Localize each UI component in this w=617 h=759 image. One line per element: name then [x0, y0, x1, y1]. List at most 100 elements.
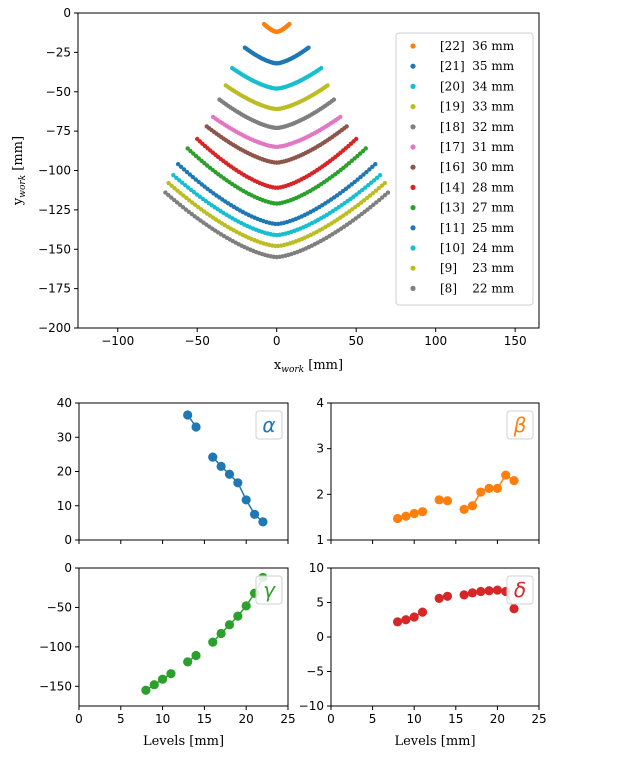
gamma-series-line: [145, 673, 172, 691]
alpha-point: [249, 509, 260, 519]
beta-panel-frame: [330, 402, 540, 541]
scatter-point: [361, 172, 366, 177]
beta-point: [409, 508, 419, 519]
scatter-point: [338, 114, 343, 120]
scatter-point: [366, 182, 371, 188]
beta-point: [459, 504, 469, 515]
main-xtick-label: 50: [349, 334, 364, 348]
alpha-panel-ytick-label: 20: [57, 465, 72, 479]
beta-point: [392, 513, 403, 524]
gamma-panel-xtick-label: 10: [155, 712, 170, 726]
scatter-point: [178, 190, 183, 196]
beta-point: [501, 470, 511, 480]
gamma-point: [158, 674, 168, 684]
legend-marker: [410, 205, 416, 211]
scatter-point: [349, 182, 354, 187]
gamma-panel-frame: [78, 567, 289, 707]
series-level-20: [229, 65, 324, 91]
delta-point: [434, 593, 444, 603]
delta-panel-ytick-label: 5: [316, 596, 324, 610]
gamma-panel-axes: 0 5 10 15 20 25 0 −50 −100 −150 γ Levels [mm]: [39, 561, 296, 749]
alpha-point: [233, 478, 243, 488]
series-level-10: [171, 173, 383, 238]
delta-panel-ytick-label: −5: [306, 665, 324, 679]
main-ytick-label: −50: [46, 85, 71, 99]
scatter-point: [368, 205, 373, 210]
gamma-panel-ytick-label: −50: [47, 600, 72, 614]
scatter-point: [374, 175, 380, 180]
scatter-point: [331, 97, 337, 102]
legend-entry: [11] 25 mm: [440, 221, 515, 235]
scatter-point: [306, 45, 311, 50]
main-axes: −100 −50 0 50 100 150 0 −25 −50 −75 −100 −125 −150 −1…: [11, 6, 540, 375]
delta-panel-xtick-label: 10: [407, 712, 422, 726]
beta-point: [476, 487, 486, 497]
gamma-panel-xtick-label: 15: [197, 712, 212, 726]
scatter-point: [163, 190, 168, 195]
delta-panel-xtick-label: 0: [327, 712, 335, 726]
series-level-9: [166, 180, 388, 249]
scatter-point: [166, 192, 171, 198]
alpha-panel-ytick-label: 0: [64, 533, 72, 547]
beta-label: β: [513, 413, 527, 437]
legend-marker: [410, 124, 416, 130]
legend-entry: [20] 34 mm: [440, 79, 515, 93]
scatter-point: [185, 185, 191, 190]
main-ytick-label: −100: [38, 164, 71, 178]
gamma-x-axis-label: Levels [mm]: [143, 734, 224, 749]
beta-panel-ytick-label: 1: [316, 533, 324, 547]
alpha-panel-ytick-label: 10: [57, 499, 72, 513]
alpha-label-box: [255, 410, 283, 440]
series-level-13: [185, 146, 368, 206]
alpha-point: [224, 469, 235, 479]
scatter-point: [169, 183, 174, 188]
alpha-point: [258, 517, 268, 527]
gamma-point: [183, 657, 193, 667]
scatter-point: [376, 197, 382, 203]
legend-entry: [13] 27 mm: [440, 201, 515, 215]
delta-point: [492, 585, 502, 595]
scatter-point: [177, 178, 182, 183]
main-xtick-label: −50: [185, 334, 210, 348]
gamma-panel-xtick-label: 20: [239, 712, 254, 726]
scatter-point: [199, 182, 204, 187]
legend-entry: [22] 36 mm: [440, 39, 515, 53]
scatter-point: [184, 169, 190, 175]
scatter-point: [178, 164, 184, 170]
gamma-point: [224, 620, 235, 630]
scatter-point: [373, 188, 379, 193]
gamma-point: [208, 637, 218, 647]
scatter-point: [344, 124, 349, 129]
legend-marker: [410, 144, 416, 150]
delta-point: [409, 612, 419, 622]
delta-panel-ytick-label: 0: [316, 630, 324, 644]
main-xtick-label: 0: [273, 334, 281, 348]
gamma-panel-xtick-label: 5: [117, 712, 125, 726]
gamma-panel-ytick-label: 0: [64, 561, 72, 575]
beta-point: [484, 483, 494, 493]
series-level-22: [261, 21, 292, 35]
scatter-point: [371, 178, 377, 183]
delta-panel-xtick-label: 20: [490, 712, 505, 726]
delta-point: [401, 615, 411, 625]
alpha-point: [216, 461, 226, 471]
scatter-point: [370, 164, 375, 170]
scatter-point: [379, 195, 385, 200]
scatter-point: [175, 188, 180, 193]
scatter-point: [358, 174, 363, 180]
delta-point: [459, 590, 469, 600]
scatter-point: [371, 202, 376, 208]
scatter-point: [385, 190, 391, 195]
scatter-point: [184, 195, 189, 201]
scatter-point: [382, 180, 388, 186]
scatter-point: [364, 195, 370, 201]
scatter-point: [358, 200, 364, 205]
delta-panel-ytick-label: 10: [309, 561, 324, 575]
gamma-label: γ: [263, 578, 276, 602]
scatter-point: [367, 167, 372, 172]
legend-entry: [16] 30 mm: [440, 160, 515, 174]
scatter-point: [187, 198, 192, 203]
scatter-point: [175, 162, 181, 167]
gamma-point: [241, 601, 251, 611]
